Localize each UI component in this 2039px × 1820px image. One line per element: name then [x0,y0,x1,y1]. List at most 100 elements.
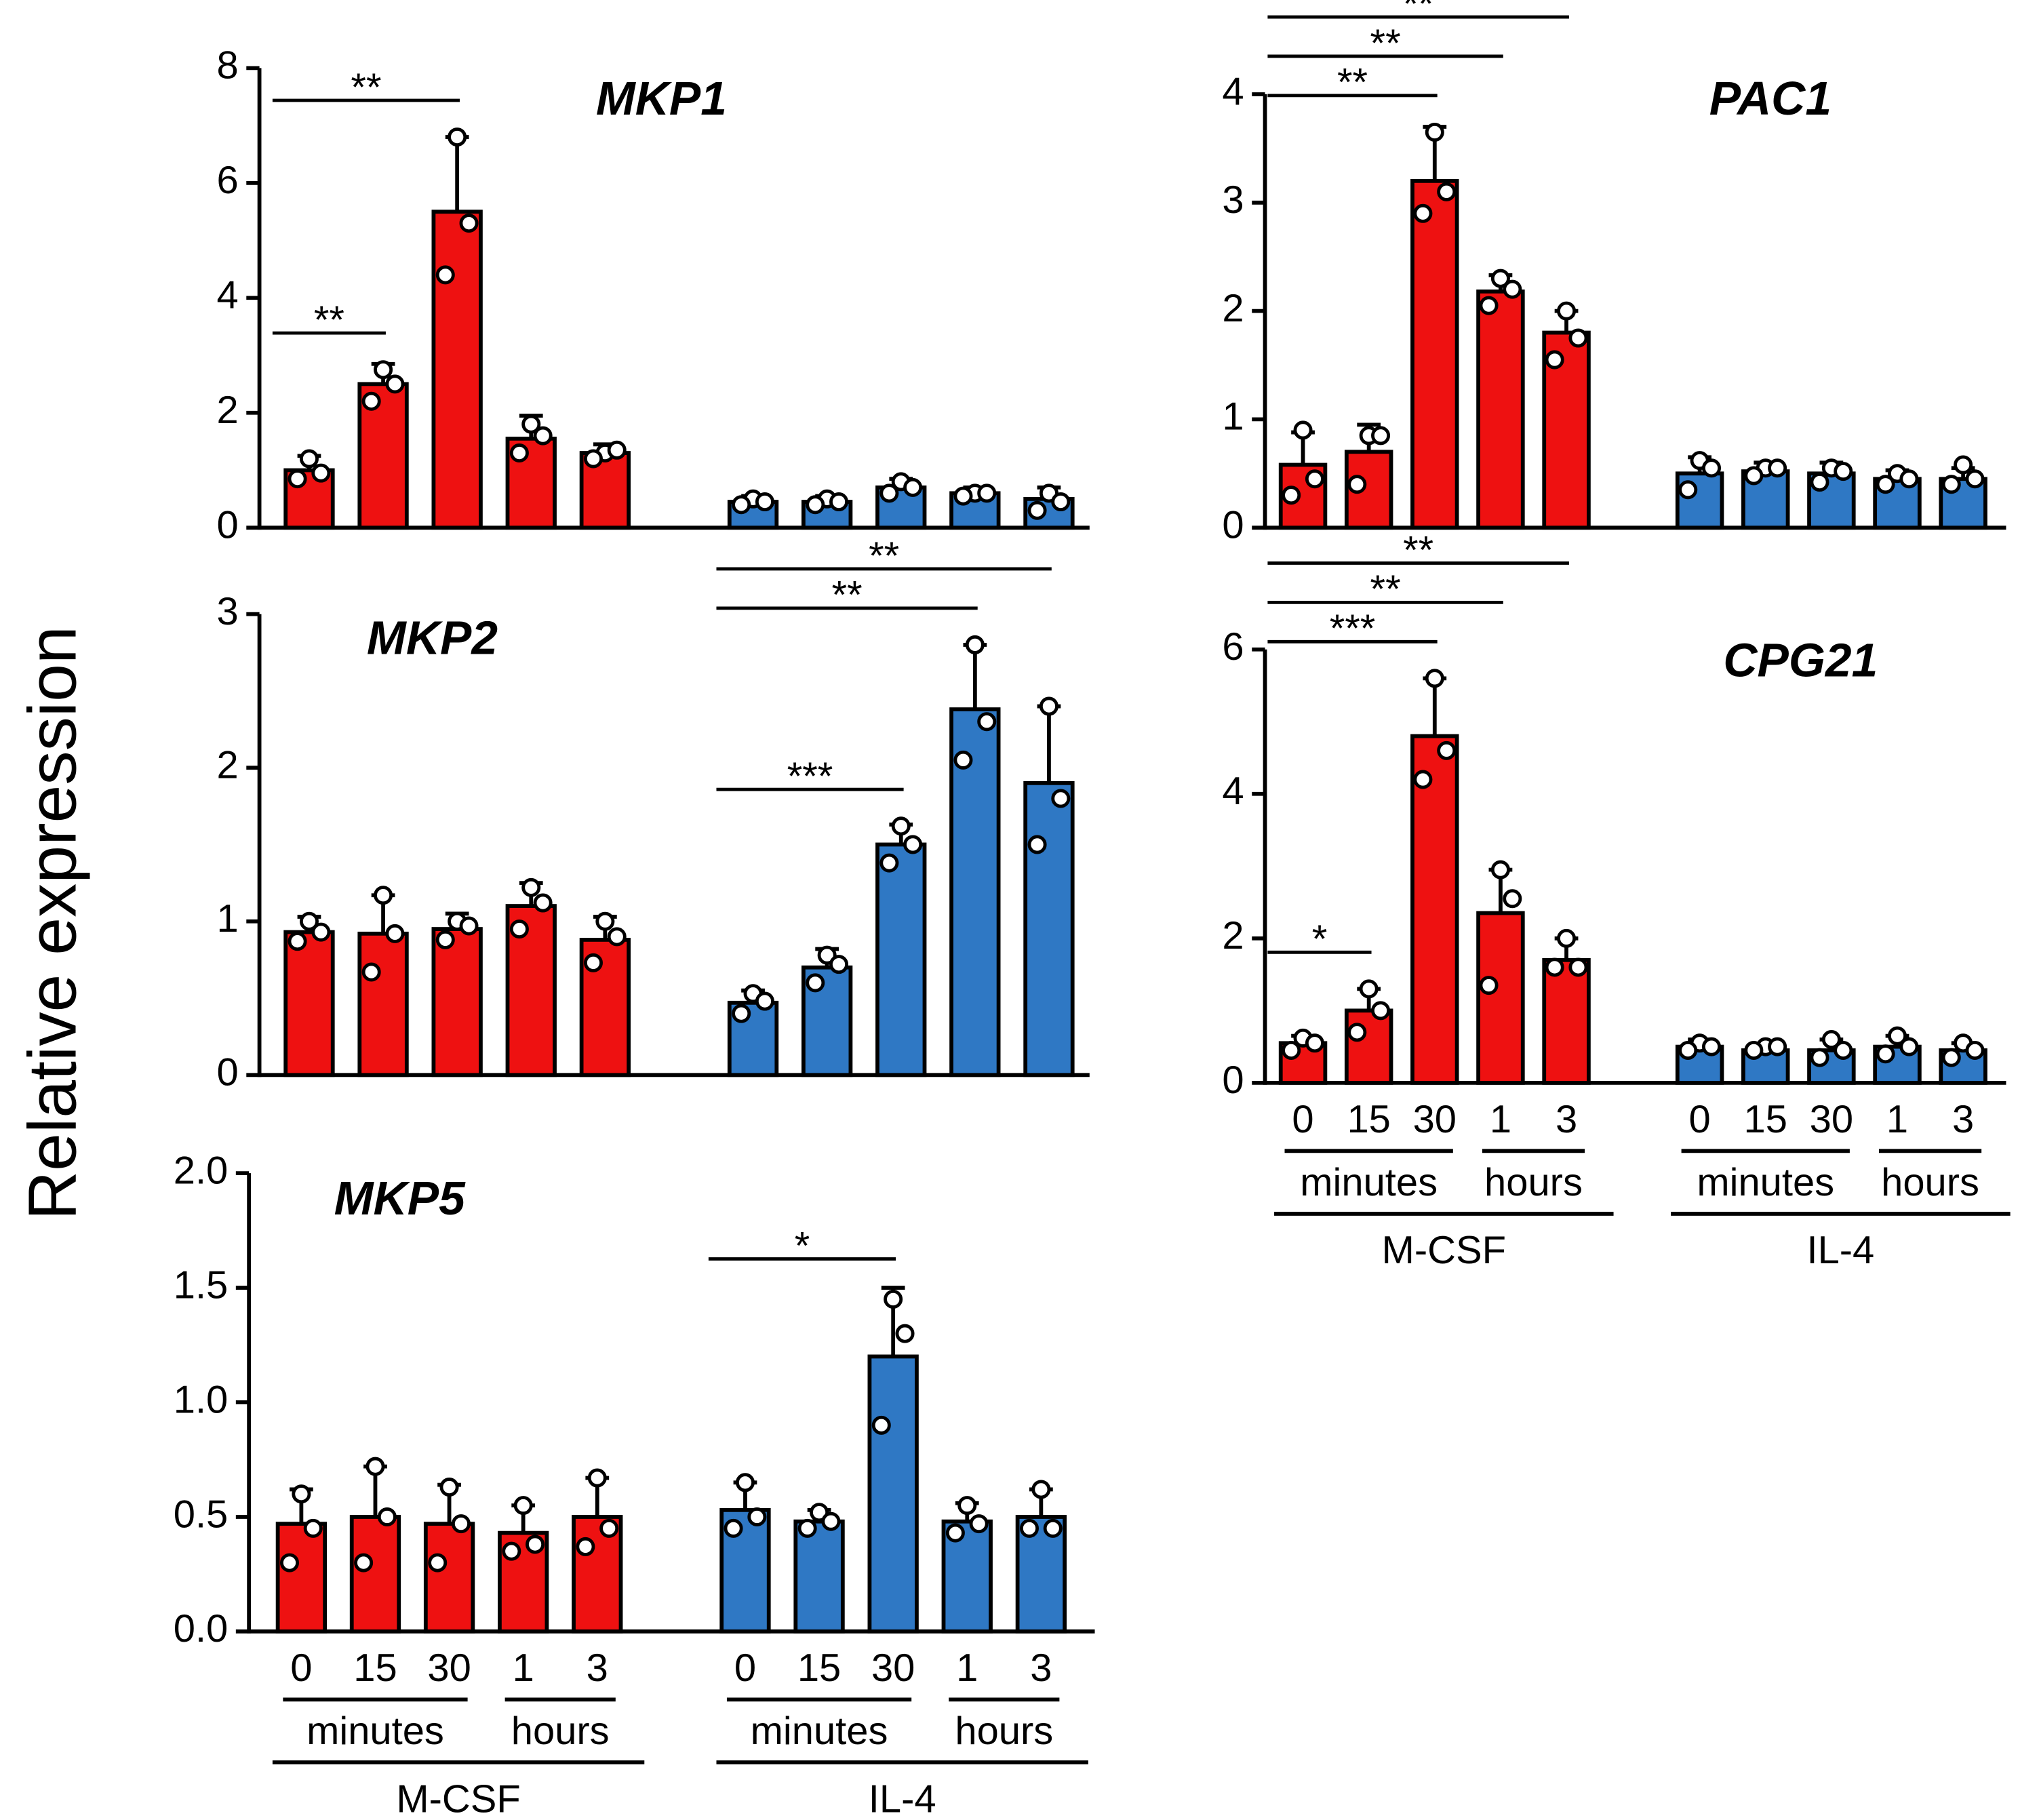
data-point [1899,469,1919,489]
significance-label: ** [1403,0,1433,26]
data-point [587,1468,607,1488]
panel-title: MKP1 [596,72,727,125]
bar [1410,178,1459,530]
data-point [439,1478,459,1497]
data-point [724,1518,743,1538]
x-tick-label: 0 [290,1646,312,1690]
data-point [311,922,331,942]
x-tick-label: 3 [1556,1098,1577,1141]
data-point [448,127,467,147]
data-point [1557,301,1577,321]
y-axis-label: Relative expression [15,626,91,1220]
significance-label: ** [869,534,899,578]
data-point [797,1518,817,1538]
bar [357,931,409,1077]
data-point [1413,203,1433,223]
y-tick-label: 0 [216,503,238,547]
data-point [583,953,603,972]
data-point [732,1004,751,1023]
data-point [607,440,627,460]
data-point [361,391,381,411]
data-point [806,495,825,515]
y-tick-label: 1.0 [174,1378,228,1421]
data-point [435,265,455,285]
data-point [903,835,923,854]
significance-label: ** [832,574,863,617]
data-point [509,443,529,463]
data-point [1954,455,1973,475]
data-point [1810,1048,1829,1067]
y-tick-label: 2 [1222,914,1244,957]
data-point [1768,458,1787,478]
time-unit-label: hours [1484,1161,1583,1204]
data-point [953,486,973,506]
data-point [385,374,405,394]
data-point [1702,1037,1721,1056]
data-point [1425,669,1444,688]
data-point [311,463,331,483]
time-unit-label: hours [1881,1161,1979,1204]
data-point [1887,1026,1907,1046]
data-point [945,1523,965,1543]
data-point [1557,928,1577,948]
bar [793,1519,845,1634]
data-point [1941,475,1961,494]
bar [727,500,779,530]
data-point [1051,789,1071,808]
data-point [1305,1033,1324,1053]
significance-label: ** [1337,61,1368,104]
data-point [1437,182,1457,201]
data-point [1702,458,1721,478]
time-unit-label: minutes [306,1709,444,1753]
data-point [1965,469,1985,489]
data-point [1810,473,1829,492]
data-point [1899,1037,1919,1056]
y-tick-label: 3 [1222,178,1244,222]
y-tick-label: 2 [1222,287,1244,330]
data-point [385,924,405,943]
data-point [953,750,973,770]
data-point [365,1457,385,1476]
data-point [829,492,849,512]
data-point [533,893,553,913]
x-tick-label: 0 [734,1646,756,1690]
series-label: M-CSF [1382,1229,1506,1272]
data-point [303,1518,323,1538]
y-tick-label: 2.0 [174,1149,228,1192]
data-point [1503,279,1522,299]
data-point [1744,1040,1764,1060]
y-tick-label: 8 [216,44,238,87]
y-tick-label: 0 [1222,1059,1244,1102]
data-point [509,919,529,939]
data-point [374,360,393,380]
time-unit-label: minutes [1300,1161,1438,1204]
data-point [1678,1040,1698,1060]
panel-title: CPG21 [1723,633,1878,686]
data-point [735,1473,755,1492]
y-tick-label: 6 [216,159,238,202]
data-point [607,927,627,947]
data-point [435,930,455,949]
data-point [1371,1001,1391,1021]
panel-title: PAC1 [1709,72,1832,125]
data-point [1359,979,1379,999]
time-unit-label: hours [511,1709,610,1753]
bar [1476,911,1525,1085]
x-tick-label: 30 [1413,1098,1457,1141]
data-point [829,955,849,974]
y-tick-label: 1 [216,897,238,941]
data-point [526,1535,545,1554]
data-point [891,816,911,836]
data-point [903,477,923,497]
data-point [521,877,541,897]
x-tick-label: 3 [1952,1098,1974,1141]
series-label: M-CSF [396,1777,520,1820]
x-tick-label: 30 [1810,1098,1853,1141]
data-point [428,1553,448,1572]
data-point [1305,469,1324,489]
data-point [1821,1029,1841,1049]
data-point [755,991,774,1011]
data-point [599,1518,619,1538]
bar [283,930,335,1077]
bar [1344,1008,1393,1085]
